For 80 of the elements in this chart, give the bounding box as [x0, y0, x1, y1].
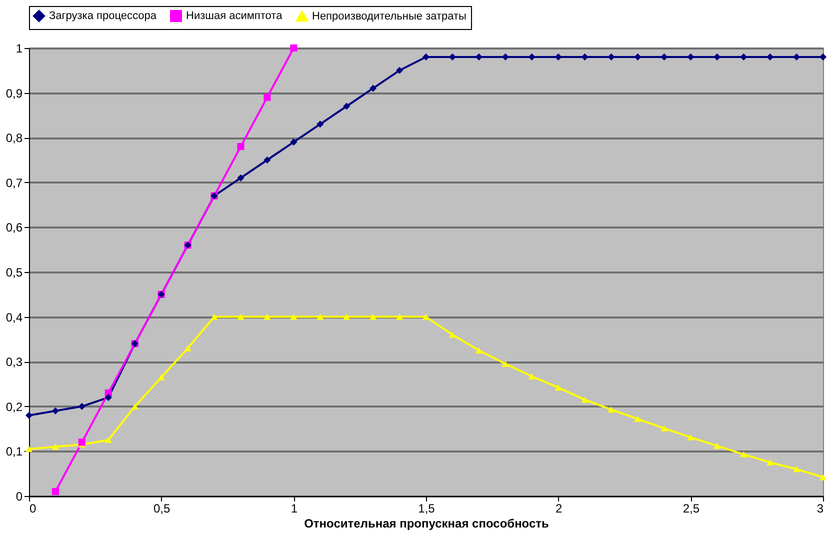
- x-tick-label: 2: [555, 502, 562, 516]
- point: [237, 314, 244, 320]
- point: [52, 444, 60, 450]
- y-tick-label: 0,8: [6, 131, 23, 146]
- point: [714, 53, 721, 60]
- point: [290, 44, 298, 52]
- point: [237, 143, 244, 150]
- point: [634, 53, 642, 60]
- point: [581, 53, 588, 60]
- point: [370, 314, 377, 320]
- point: [554, 53, 562, 60]
- legend-label: Непроизводительные затраты: [312, 10, 467, 22]
- point: [104, 394, 112, 401]
- point: [264, 94, 271, 101]
- y-tick-label: 0,5: [6, 266, 23, 280]
- point: [290, 138, 298, 146]
- point: [766, 53, 774, 60]
- point: [502, 360, 509, 367]
- point: [660, 53, 668, 60]
- point: [766, 459, 774, 466]
- x-axis-title: Относительная пропускная способность: [304, 516, 549, 530]
- x-tick-label: 0: [30, 502, 36, 516]
- point: [634, 416, 642, 422]
- point: [528, 53, 536, 60]
- point: [25, 412, 33, 419]
- y-tick-label: 1: [16, 42, 23, 56]
- point: [396, 66, 404, 74]
- y-tick-label: 0,4: [6, 310, 23, 324]
- y-tick-label: 0,7: [6, 176, 23, 190]
- point: [660, 425, 668, 432]
- point: [740, 451, 748, 458]
- point: [448, 332, 456, 338]
- point: [52, 407, 60, 414]
- point: [687, 434, 694, 440]
- point: [581, 396, 588, 403]
- point: [290, 314, 298, 320]
- point: [237, 174, 244, 182]
- point: [104, 436, 112, 444]
- point: [316, 120, 324, 128]
- point: [740, 53, 748, 60]
- point: [25, 446, 33, 452]
- point: [608, 53, 615, 60]
- legend-label: Загрузка процессора: [49, 10, 158, 22]
- point: [475, 347, 482, 354]
- y-tick-label: 0: [16, 490, 23, 504]
- point: [422, 314, 430, 320]
- point: [52, 488, 59, 496]
- point: [687, 53, 694, 60]
- point: [78, 402, 86, 410]
- y-tick-label: 0,2: [6, 400, 23, 414]
- x-tick-label: 3: [816, 502, 824, 516]
- point: [714, 442, 721, 449]
- point: [78, 438, 86, 446]
- x-tick-label: 1,5: [418, 502, 436, 516]
- x-tick-label: 0,5: [153, 502, 170, 516]
- point: [184, 345, 192, 352]
- point: [792, 466, 800, 472]
- y-tick-label: 0,6: [6, 220, 23, 235]
- point: [316, 314, 324, 320]
- y-tick-label: 0,9: [6, 86, 23, 100]
- point: [608, 406, 615, 413]
- x-tick-label: 1: [290, 502, 298, 516]
- x-tick-label: 2,5: [682, 502, 700, 516]
- point: [554, 384, 562, 391]
- point: [819, 474, 827, 480]
- point: [343, 314, 350, 320]
- point: [264, 156, 271, 164]
- point: [210, 314, 218, 320]
- point: [502, 53, 509, 60]
- point: [264, 314, 271, 320]
- point: [396, 314, 404, 320]
- point: [131, 403, 138, 410]
- point: [528, 373, 536, 380]
- point: [343, 102, 350, 110]
- y-tick-label: 0,1: [6, 444, 23, 459]
- point: [370, 84, 377, 92]
- legend-label: Низшая асимптота: [186, 10, 284, 22]
- point: [475, 53, 482, 60]
- point: [158, 374, 165, 380]
- y-tick-label: 0,3: [6, 355, 23, 370]
